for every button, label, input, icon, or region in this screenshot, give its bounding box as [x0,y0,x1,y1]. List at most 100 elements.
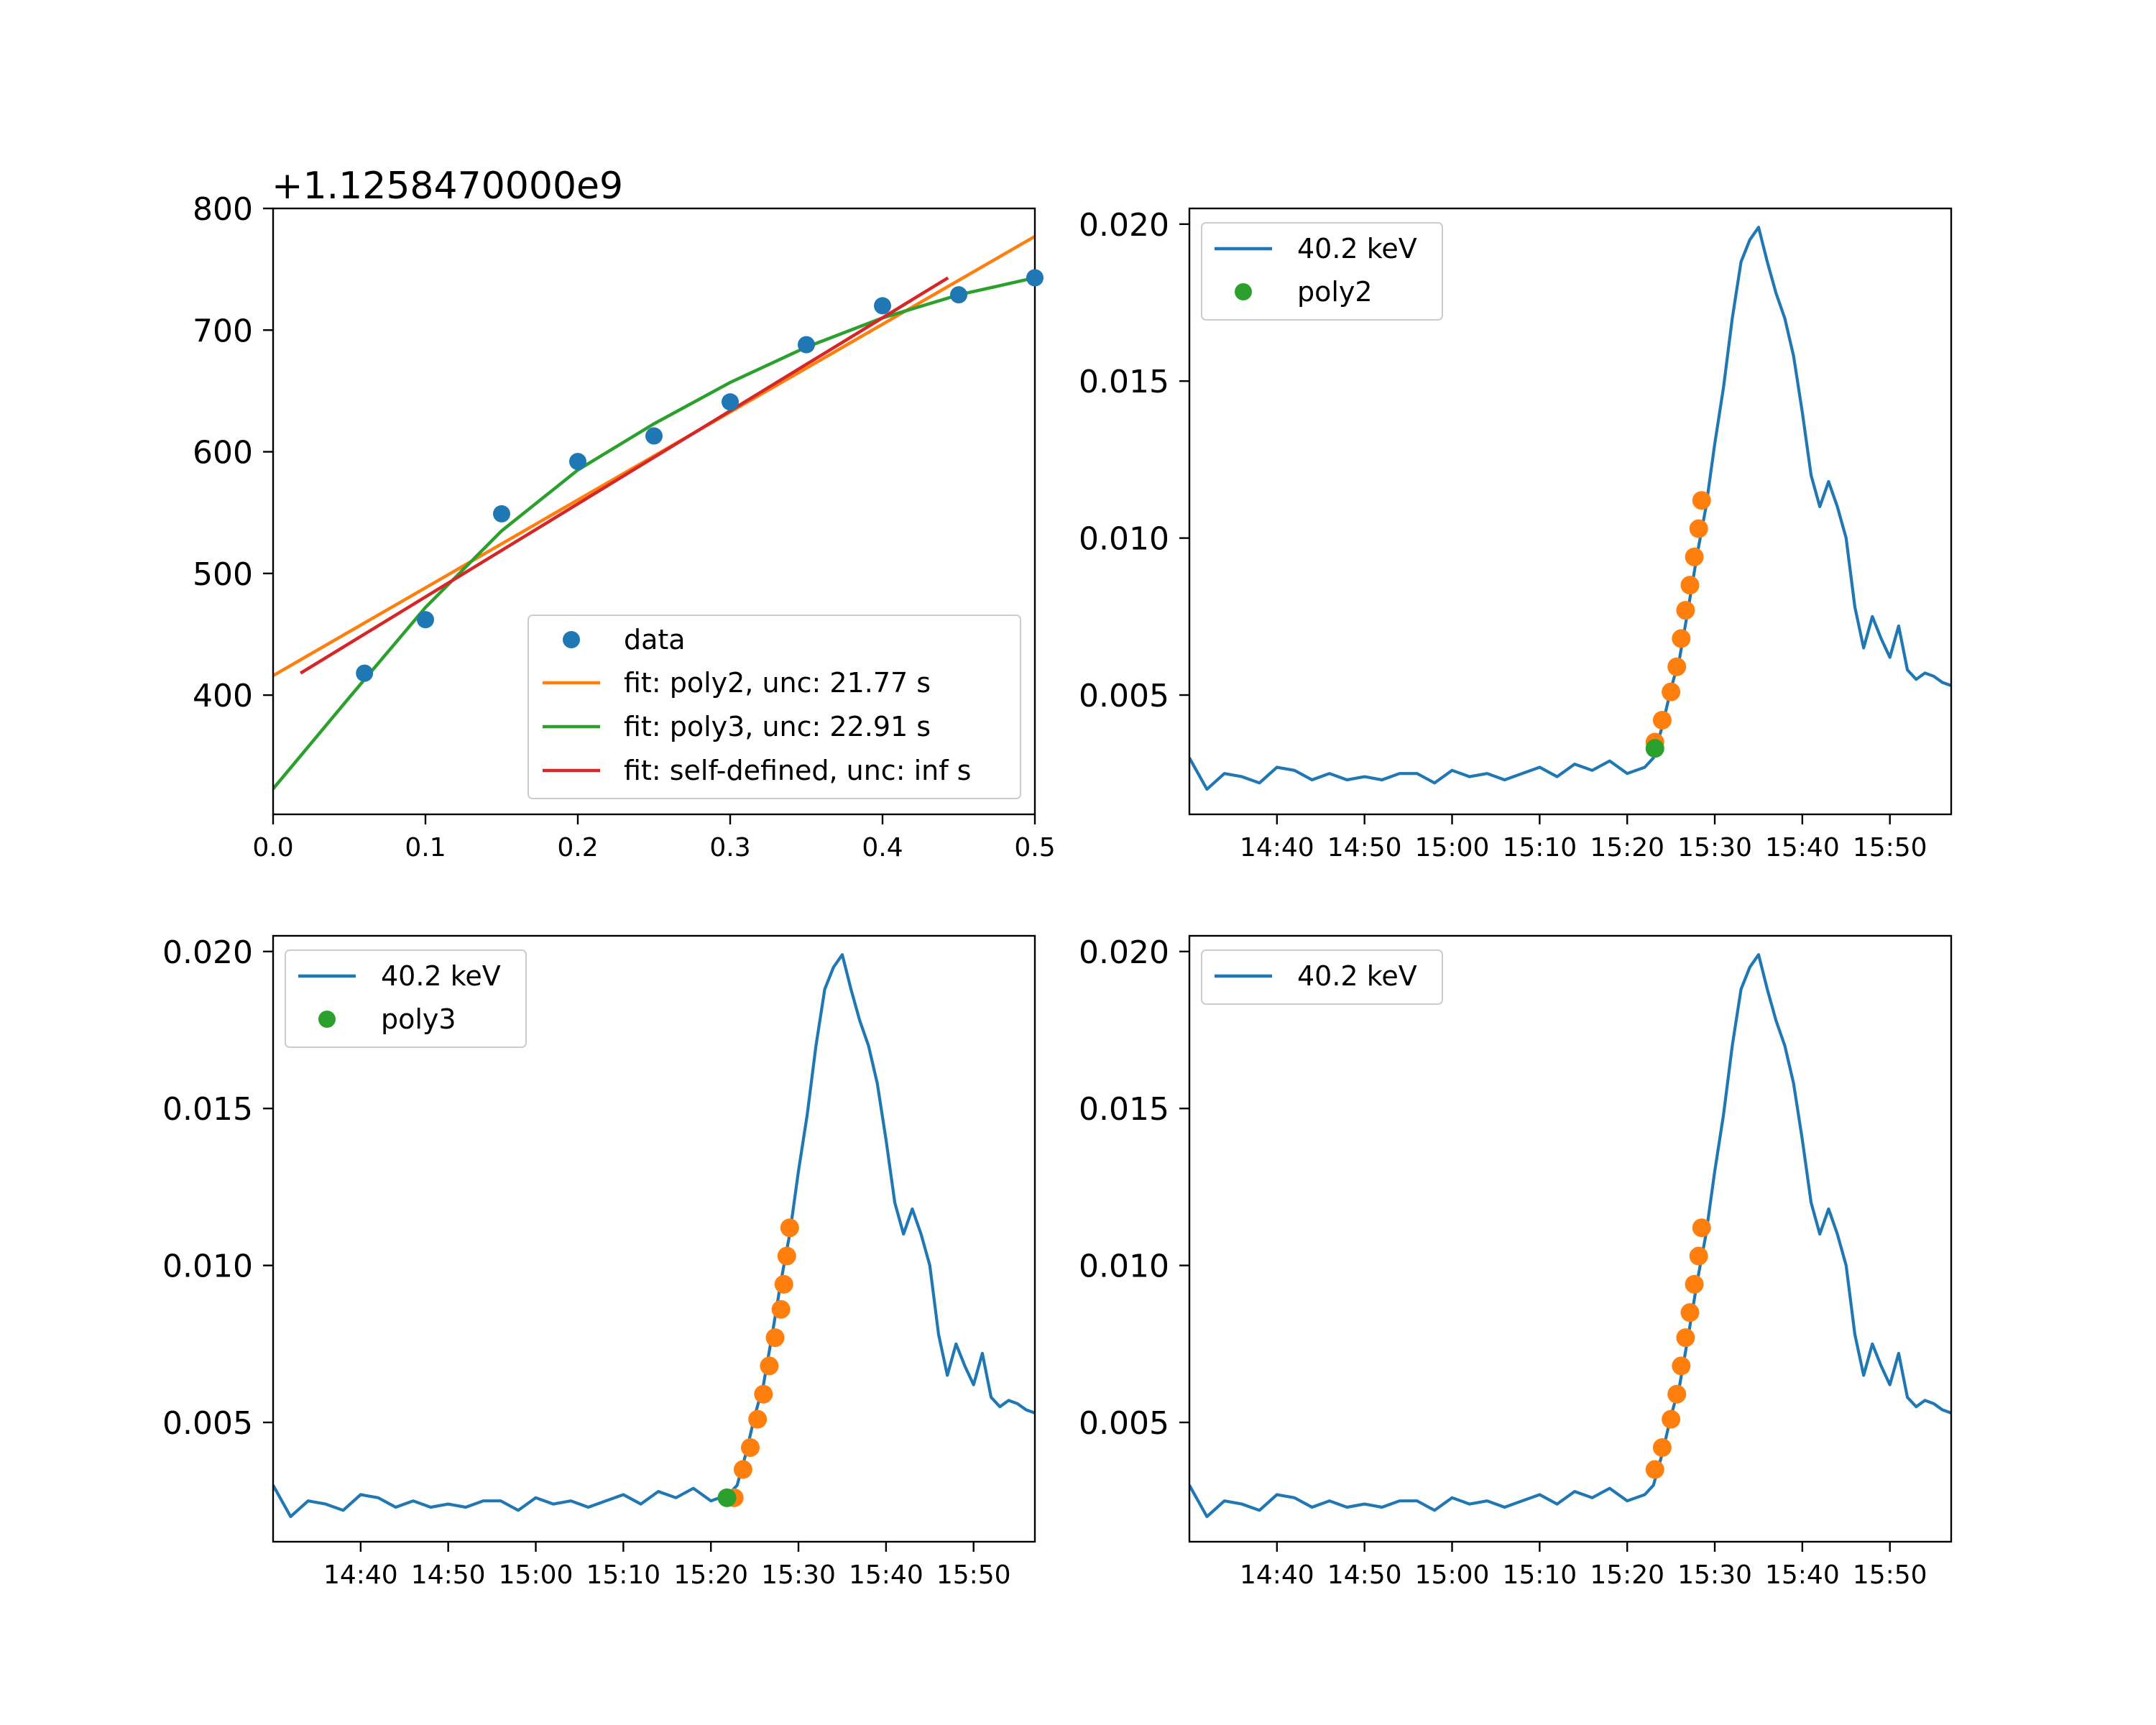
fit-window-point [1689,1246,1708,1266]
x-tick-label: 15:30 [1677,1560,1752,1590]
fit-window-point [1689,519,1708,538]
fit-window-point [1667,1384,1687,1404]
fit-window-point [760,1356,779,1376]
fit-window-point [1645,1460,1664,1479]
poly2-plot-frame [1188,207,1953,816]
fit-window-point [741,1438,760,1457]
fit-window-point [1662,1409,1681,1429]
legend-marker-data [563,631,580,648]
x-tick-label: 15:50 [1853,833,1927,862]
data-point [1026,269,1044,287]
data-point [417,611,434,629]
fit-window-point [733,1460,752,1479]
legend-label-40keV: 40.2 keV [1297,960,1417,992]
legend-label-poly3-point: poly3 [381,1003,456,1035]
fit-window-point [1676,601,1695,620]
x-tick-label: 15:20 [1590,1560,1664,1590]
fit-window-point [1672,629,1691,648]
poly3-plot-frame [272,934,1036,1543]
fit-window-point [1662,682,1681,702]
plain-legend: 40.2 keV [1201,949,1443,1005]
plain-plot-frame [1188,934,1953,1543]
legend-label-40keV: 40.2 keV [1297,233,1417,264]
x-tick-label: 0.0 [252,833,293,862]
fit-window-point [1652,1438,1672,1457]
fit-window-point [1667,657,1687,676]
fit-window-point [780,1218,799,1238]
x-tick-label: 0.2 [557,833,598,862]
x-tick-label: 15:00 [1415,1560,1490,1590]
x-tick-label: 14:40 [1240,833,1314,862]
poly2-plot-area [1189,226,1951,791]
y-tick-label: 500 [193,556,253,593]
x-tick-label: 15:40 [1765,833,1840,862]
x-tick-label: 15:20 [673,1560,748,1590]
data-point [950,286,967,304]
x-tick-label: 0.3 [709,833,750,862]
data-point [356,664,374,682]
fit-window-point [774,1274,793,1294]
fit-line-2 [273,276,1035,790]
y-tick-label: 0.015 [1079,1091,1169,1128]
data-point [493,505,510,523]
fit-window-point [1652,710,1672,730]
legend-label-40keV: 40.2 keV [381,960,501,992]
y-tick-label: 0.020 [1079,934,1169,971]
x-tick-label: 14:40 [1240,1560,1314,1590]
y-tick-label: 0.005 [1079,678,1169,714]
y-tick-label: 700 [193,313,253,349]
legend-marker-poly3 [318,1011,336,1028]
x-tick-label: 14:50 [411,1560,486,1590]
timeseries-plain-plot: 14:40 14:50 15:00 15:10 15:20 15:30 15:40 15:50… [1079,934,1953,1590]
y-tick-label: 0.015 [1079,364,1169,400]
x-tick-label: 0.5 [1014,833,1055,862]
x-tick-label: 15:30 [1677,833,1752,862]
x-tick-label: 15:10 [586,1560,660,1590]
fit-result-point [1645,739,1664,758]
poly3-legend: 40.2 keV poly3 [285,949,527,1048]
fit-window-point [771,1300,791,1319]
fit-window-point [748,1409,768,1429]
y-tick-label: 800 [193,191,253,228]
x-tick-label: 15:00 [1415,833,1490,862]
legend-marker-poly2 [1235,283,1252,300]
y-tick-label: 0.010 [1079,521,1169,558]
timeseries-poly3-plot: 14:40 14:50 15:00 15:10 15:20 15:30 15:40 15:50… [162,934,1036,1590]
legend-label-poly2: fit: poly2, unc: 21.77 s [624,667,931,699]
y-tick-label: 0.010 [162,1248,253,1285]
y-tick-label: 600 [193,435,253,472]
x-tick-label: 15:50 [1853,1560,1927,1590]
y-tick-label: 0.005 [1079,1405,1169,1442]
y-tick-label: 0.020 [162,934,253,971]
plain-plot-area [1189,953,1951,1519]
x-tick-label: 15:10 [1502,833,1577,862]
fit-legend-box [528,615,1021,799]
fit-legend: data fit: poly2, unc: 21.77 s fit: poly3… [528,615,1021,799]
data-point [798,336,815,354]
data-point [722,393,739,411]
x-tick-label: 15:50 [936,1560,1011,1590]
x-tick-label: 14:40 [323,1560,398,1590]
poly3-plot-area [273,953,1035,1519]
x-tick-label: 15:20 [1590,833,1664,862]
poly3-axis-ticks: 14:40 14:50 15:00 15:10 15:20 15:30 15:40 15:50… [162,934,1011,1590]
legend-label-poly3: fit: poly3, unc: 22.91 s [624,711,931,742]
fit-plot-area [273,234,1035,790]
fit-window-point [754,1384,773,1404]
poly2-axis-ticks: 14:40 14:50 15:00 15:10 15:20 15:30 15:40 15:50… [1079,207,1927,862]
timeseries-poly2-plot: 14:40 14:50 15:00 15:10 15:20 15:30 15:40 15:50… [1079,207,1953,862]
poly2-legend: 40.2 keV poly2 [1201,222,1443,321]
y-tick-label: 0.020 [1079,207,1169,244]
fit-window-point [1692,491,1711,510]
x-tick-label: 15:40 [1765,1560,1840,1590]
fit-window-point [765,1328,785,1348]
fit-window-point [1692,1218,1711,1238]
x-tick-label: 0.1 [405,833,446,862]
data-point [645,427,663,445]
y-tick-label: 0.015 [162,1091,253,1128]
fit-window-point [1680,576,1700,595]
x-tick-label: 15:40 [849,1560,923,1590]
fit-result-point [717,1488,737,1507]
y-tick-label: 400 [193,678,253,714]
